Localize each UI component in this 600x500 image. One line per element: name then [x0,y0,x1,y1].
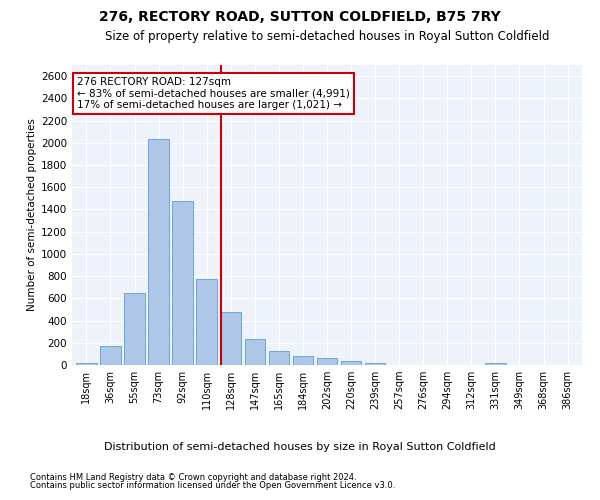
Bar [317,358,337,365]
Bar [245,339,265,365]
Bar [221,312,241,365]
Bar [485,363,506,365]
Bar [196,280,217,365]
Bar [76,363,97,365]
Bar [293,356,313,365]
Bar [100,346,121,365]
Text: Distribution of semi-detached houses by size in Royal Sutton Coldfield: Distribution of semi-detached houses by … [104,442,496,452]
Bar [269,351,289,365]
Bar [341,361,361,365]
Bar [172,200,193,365]
Bar [148,140,169,365]
Text: 276, RECTORY ROAD, SUTTON COLDFIELD, B75 7RY: 276, RECTORY ROAD, SUTTON COLDFIELD, B75… [99,10,501,24]
Bar [124,293,145,365]
Title: Size of property relative to semi-detached houses in Royal Sutton Coldfield: Size of property relative to semi-detach… [105,30,549,43]
Text: 276 RECTORY ROAD: 127sqm
← 83% of semi-detached houses are smaller (4,991)
17% o: 276 RECTORY ROAD: 127sqm ← 83% of semi-d… [77,77,350,110]
Text: Contains HM Land Registry data © Crown copyright and database right 2024.: Contains HM Land Registry data © Crown c… [30,472,356,482]
Y-axis label: Number of semi-detached properties: Number of semi-detached properties [27,118,37,312]
Text: Contains public sector information licensed under the Open Government Licence v3: Contains public sector information licen… [30,481,395,490]
Bar [365,363,385,365]
